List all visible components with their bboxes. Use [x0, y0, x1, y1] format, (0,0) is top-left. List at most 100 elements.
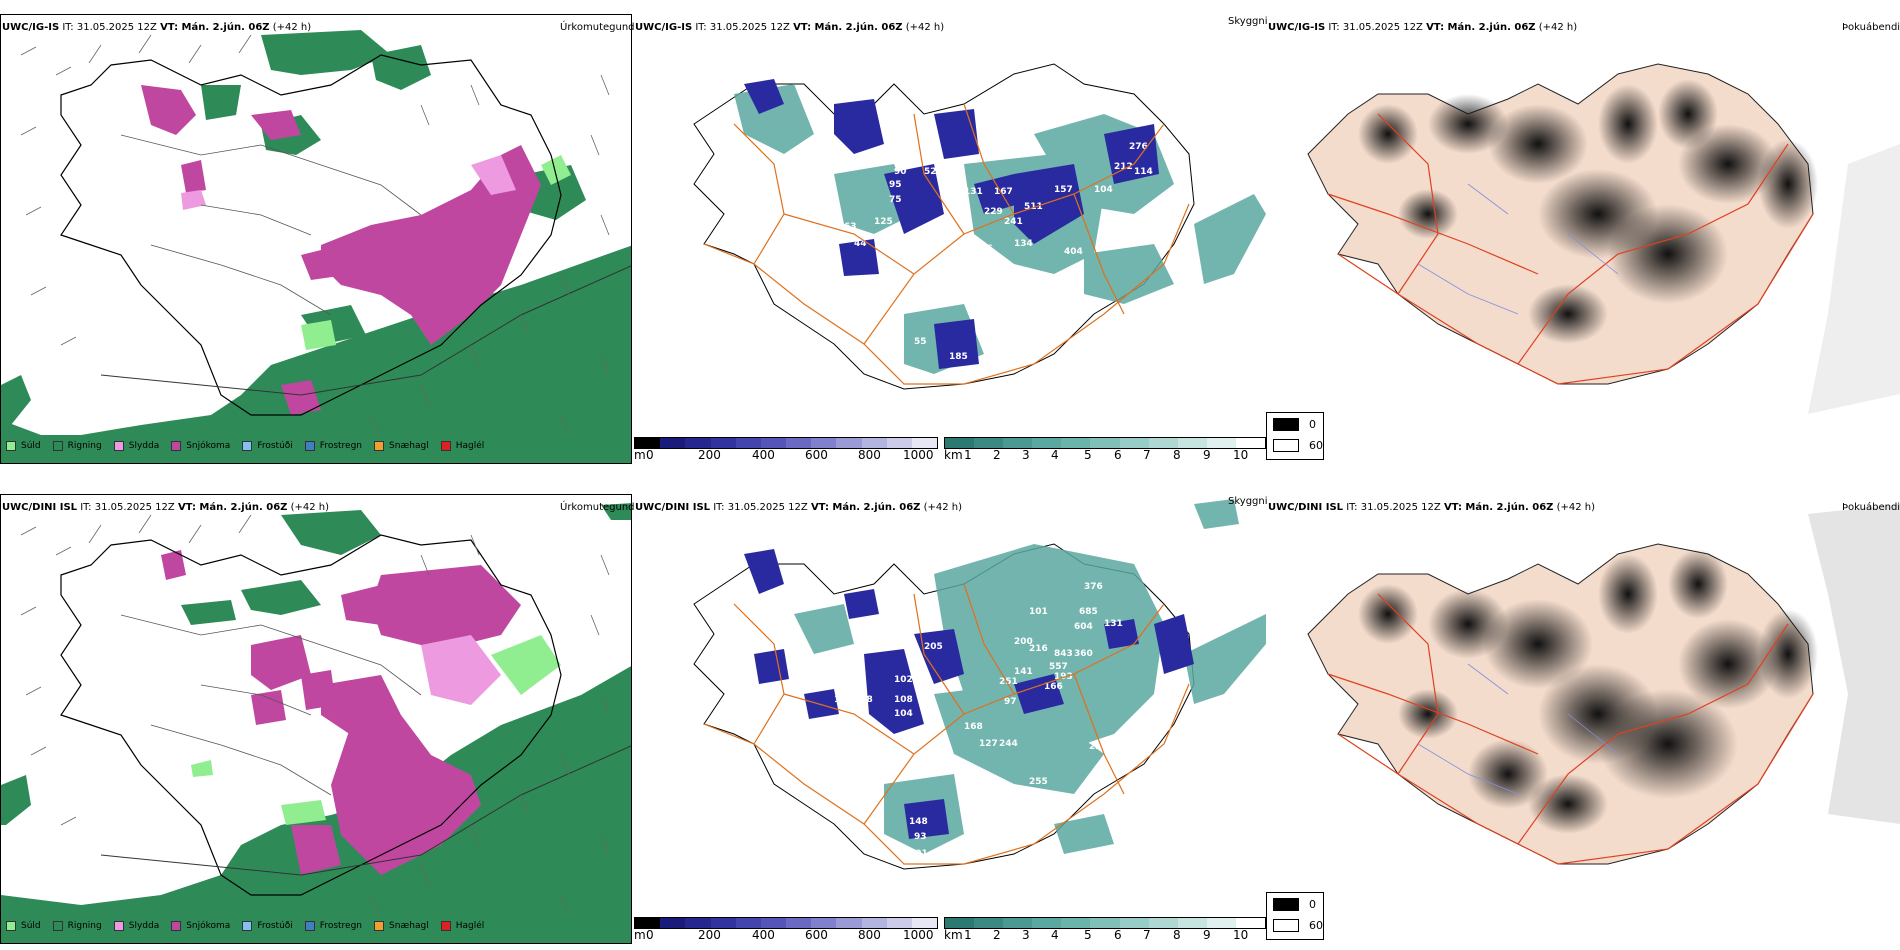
- valid-time: VT: Mán. 2.jún. 06Z: [810, 502, 921, 513]
- legend-item: Rigning: [52, 441, 102, 451]
- svg-text:93: 93: [914, 832, 927, 842]
- precip-map-bottom: [1, 503, 631, 943]
- legend-label: Frostregn: [319, 441, 363, 451]
- precip-legend-bottom: Súld Rigning Slydda Snjókoma Frostúði Fr…: [6, 921, 496, 931]
- init-time: IT: 31.05.2025 12Z: [62, 22, 157, 33]
- cloud-base-tick: 800: [858, 448, 881, 462]
- svg-text:104: 104: [894, 709, 913, 719]
- model-name: UWC/IG-IS: [1268, 22, 1326, 33]
- svg-text:95: 95: [889, 180, 902, 190]
- svg-text:557: 557: [1049, 662, 1068, 672]
- legend-item: Súld: [6, 441, 41, 451]
- model-name: UWC/IG-IS: [635, 22, 693, 33]
- legend-label: Haglél: [455, 441, 485, 451]
- cloud-base-colorbar-bottom: [634, 917, 938, 929]
- legend-swatch: [304, 441, 315, 451]
- cloud-title-bottom: UWC/DINI ISL IT: 31.05.2025 12Z VT: Mán.…: [635, 502, 962, 513]
- svg-text:218: 218: [1029, 302, 1048, 312]
- lead-time: (+42 h): [905, 22, 945, 33]
- fog-swatch: [1273, 919, 1299, 932]
- svg-text:125: 125: [874, 217, 893, 227]
- fog-swatch: [1273, 418, 1299, 431]
- fog-title-bottom: UWC/DINI ISL IT: 31.05.2025 12Z VT: Mán.…: [1268, 502, 1595, 513]
- legend-item: Slydda: [113, 441, 159, 451]
- svg-text:200: 200: [1014, 637, 1033, 647]
- fog-legend-label: 0: [1309, 898, 1316, 911]
- svg-text:75: 75: [889, 195, 902, 205]
- legend-item: Snæhagl: [374, 921, 429, 931]
- visibility-tick: 7: [1143, 448, 1151, 462]
- legend-swatch: [440, 921, 451, 931]
- svg-text:148: 148: [909, 817, 928, 827]
- svg-text:255: 255: [1029, 777, 1048, 787]
- legend-item: Frostregn: [304, 441, 363, 451]
- fog-legend-row: 60: [1273, 439, 1323, 452]
- legend-label: Frostregn: [319, 921, 363, 931]
- visibility-tick: 1: [964, 448, 972, 462]
- svg-text:101: 101: [909, 849, 928, 859]
- svg-text:360: 360: [1074, 649, 1093, 659]
- fog-map-top: [1307, 63, 1900, 414]
- svg-text:114: 114: [1134, 167, 1153, 177]
- visibility-unit: km: [944, 928, 963, 942]
- init-time: IT: 31.05.2025 12Z: [1346, 502, 1441, 513]
- svg-text:79: 79: [844, 717, 857, 727]
- visibility-tick: 2: [993, 928, 1001, 942]
- svg-text:376: 376: [1084, 582, 1103, 592]
- svg-text:53: 53: [824, 252, 837, 262]
- visibility-tick: 2: [993, 448, 1001, 462]
- cloud-base-tick: 400: [752, 448, 775, 462]
- lead-time: (+42 h): [272, 22, 312, 33]
- svg-text:55: 55: [914, 337, 927, 347]
- svg-text:104: 104: [1094, 185, 1113, 195]
- fog-legend-row: 0: [1273, 898, 1316, 911]
- fog-legend-label: 0: [1309, 418, 1316, 431]
- precip-title-bottom: UWC/DINI ISL IT: 31.05.2025 12Z VT: Mán.…: [2, 502, 329, 513]
- visibility-tick: 9: [1203, 928, 1211, 942]
- visibility-tick: 10: [1233, 448, 1249, 462]
- legend-item: Haglél: [440, 441, 485, 451]
- visibility-unit: km: [944, 448, 963, 462]
- fog-panel-bottom: [1268, 494, 1900, 944]
- legend-item: Slydda: [113, 921, 159, 931]
- visibility-tick: 4: [1051, 448, 1059, 462]
- lead-time: (+42 h): [1556, 502, 1596, 513]
- svg-text:212: 212: [1114, 162, 1133, 172]
- legend-item: Snjókoma: [171, 441, 230, 451]
- visibility-tick: 8: [1173, 448, 1181, 462]
- svg-text:131: 131: [964, 187, 983, 197]
- legend-label: Rigning: [67, 921, 102, 931]
- valid-time: VT: Mán. 2.jún. 06Z: [177, 502, 288, 513]
- model-name: UWC/DINI ISL: [635, 502, 711, 513]
- svg-text:185: 185: [949, 352, 968, 362]
- lead-time: (+42 h): [1538, 22, 1578, 33]
- svg-text:166: 166: [1044, 682, 1063, 692]
- visibility-tick: 7: [1143, 928, 1151, 942]
- init-time: IT: 31.05.2025 12Z: [713, 502, 808, 513]
- legend-item: Rigning: [52, 921, 102, 931]
- svg-text:276: 276: [1129, 142, 1148, 152]
- svg-text:391: 391: [1029, 287, 1048, 297]
- cloud-panel-title-bottom: Skyggni: [1228, 496, 1268, 507]
- cloud-base-tick: 200: [698, 448, 721, 462]
- svg-text:52: 52: [924, 167, 937, 177]
- legend-label: Snjókoma: [186, 441, 231, 451]
- init-time: IT: 31.05.2025 12Z: [695, 22, 790, 33]
- fog-legend-top: 0 60: [1266, 412, 1324, 460]
- legend-item: Frostregn: [304, 921, 363, 931]
- cloud-base-tick: 1000: [903, 448, 934, 462]
- legend-item: Snæhagl: [374, 441, 429, 451]
- visibility-tick: 5: [1084, 448, 1092, 462]
- fog-map-bottom: [1307, 504, 1900, 865]
- svg-text:102: 102: [894, 675, 913, 685]
- precip-map-top: [1, 15, 631, 463]
- cloud-title-top: UWC/IG-IS IT: 31.05.2025 12Z VT: Mán. 2.…: [635, 22, 944, 33]
- svg-text:168: 168: [854, 695, 873, 705]
- valid-time: VT: Mán. 2.jún. 06Z: [793, 22, 903, 33]
- svg-text:205: 205: [924, 642, 943, 652]
- precip-panel-bottom: [0, 494, 632, 944]
- valid-time: VT: Mán. 2.jún. 06Z: [1443, 502, 1554, 513]
- legend-swatch: [52, 441, 63, 451]
- lead-time: (+42 h): [290, 502, 330, 513]
- cloud-base-tick: 0: [646, 928, 654, 942]
